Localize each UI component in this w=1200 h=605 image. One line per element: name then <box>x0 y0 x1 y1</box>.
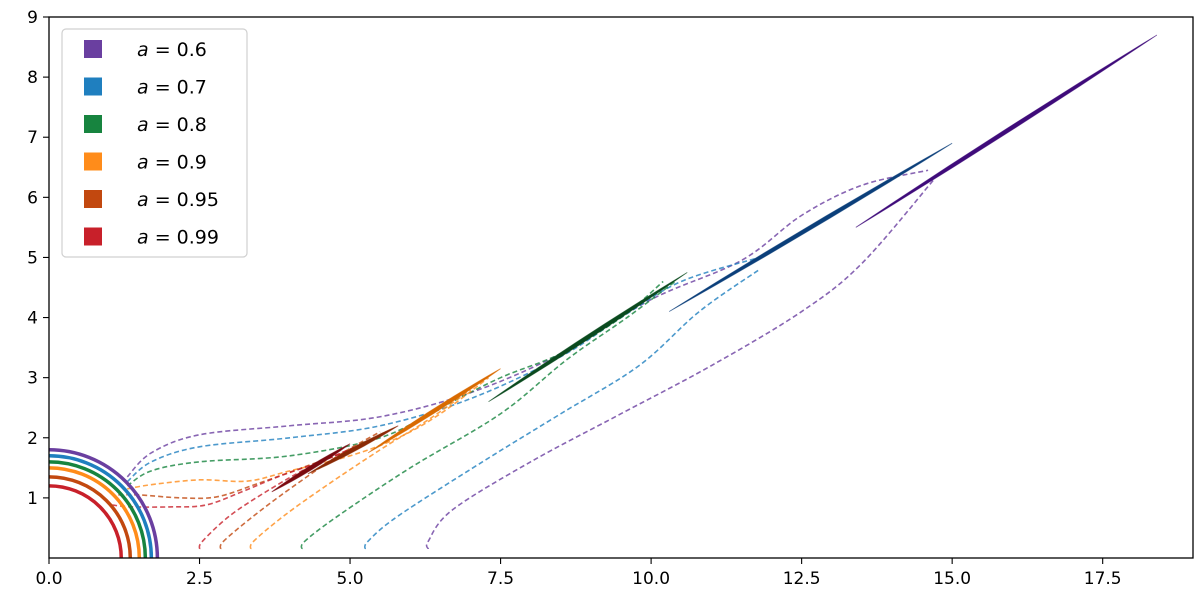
series-3-jet <box>367 368 501 454</box>
series-3-upper-trajectory <box>127 377 490 490</box>
legend-label: a = 0.9 <box>137 152 207 174</box>
legend-label: a = 0.95 <box>137 189 219 211</box>
legend-label-value: = 0.7 <box>149 77 207 99</box>
x-tick-label: 15.0 <box>933 569 971 589</box>
legend-swatch <box>84 115 102 133</box>
legend-label: a = 0.99 <box>137 227 219 249</box>
series-2-jet <box>488 272 688 403</box>
legend-swatch <box>84 190 102 208</box>
y-tick-label: 4 <box>27 309 38 329</box>
y-tick-label: 8 <box>27 68 38 88</box>
legend-label-value: = 0.8 <box>149 114 207 136</box>
series-2-horizon <box>49 460 148 558</box>
legend-label-value: = 0.6 <box>149 39 207 61</box>
series-4-horizon <box>49 475 133 558</box>
series-0-upper-trajectory <box>126 169 929 478</box>
axes-frame <box>48 16 1194 559</box>
x-tick-label: 10.0 <box>632 569 670 589</box>
series-1-jet <box>668 142 953 312</box>
legend-label-variable: a <box>137 39 149 61</box>
legend-swatch <box>84 40 102 58</box>
x-tick-label: 0.0 <box>35 569 62 589</box>
legend-swatch <box>84 77 102 96</box>
series-2-lower-trajectory <box>300 280 676 550</box>
series-5-jet <box>271 443 351 493</box>
legend-label-variable: a <box>137 152 149 174</box>
y-tick-label: 3 <box>27 369 38 389</box>
legend-label-value: = 0.95 <box>149 189 219 211</box>
legend-label-variable: a <box>137 189 149 211</box>
plot-area <box>49 34 1158 558</box>
legend-label-value: = 0.99 <box>149 227 219 249</box>
y-tick-label: 7 <box>27 128 38 148</box>
series-3-lower-trajectory <box>249 389 471 550</box>
legend-label-variable: a <box>137 227 149 249</box>
legend-label: a = 0.6 <box>137 39 207 61</box>
legend-label-variable: a <box>137 77 149 99</box>
y-tick-label: 1 <box>27 489 38 509</box>
series-1-horizon <box>49 454 154 558</box>
x-tick-label: 12.5 <box>783 569 821 589</box>
series-0-horizon <box>49 448 160 558</box>
x-tick-label: 5.0 <box>337 569 364 589</box>
legend-box <box>61 28 248 258</box>
series-0-jet <box>855 34 1158 228</box>
legend-label-value: = 0.9 <box>149 152 207 174</box>
legend-label: a = 0.8 <box>137 114 207 136</box>
series-5-horizon <box>49 484 124 558</box>
y-tick-label: 2 <box>27 429 38 449</box>
x-tick-label: 2.5 <box>186 569 213 589</box>
legend-label-variable: a <box>137 114 149 136</box>
series-5-lower-trajectory <box>198 449 351 550</box>
y-tick-label: 9 <box>27 8 38 28</box>
series-0-lower-trajectory <box>425 178 935 550</box>
series-4-jet <box>307 425 399 475</box>
y-tick-label: 5 <box>27 248 38 268</box>
x-tick-label: 7.5 <box>487 569 514 589</box>
x-tick-label: 17.5 <box>1084 569 1122 589</box>
legend-swatch <box>84 227 102 246</box>
y-tick-label: 6 <box>27 188 38 208</box>
series-1-lower-trajectory <box>363 268 760 550</box>
legend-swatch <box>84 152 102 171</box>
legend: a = 0.6a = 0.7a = 0.8a = 0.9a = 0.95a = … <box>61 28 248 258</box>
series-3-horizon <box>49 466 142 558</box>
legend-label: a = 0.7 <box>137 77 207 99</box>
axes: 0.0 2.5 5.0 7.5 10.0 12.5 15.0 17.5 1 2 3 4 5 6 7 8 9 <box>27 8 1121 589</box>
